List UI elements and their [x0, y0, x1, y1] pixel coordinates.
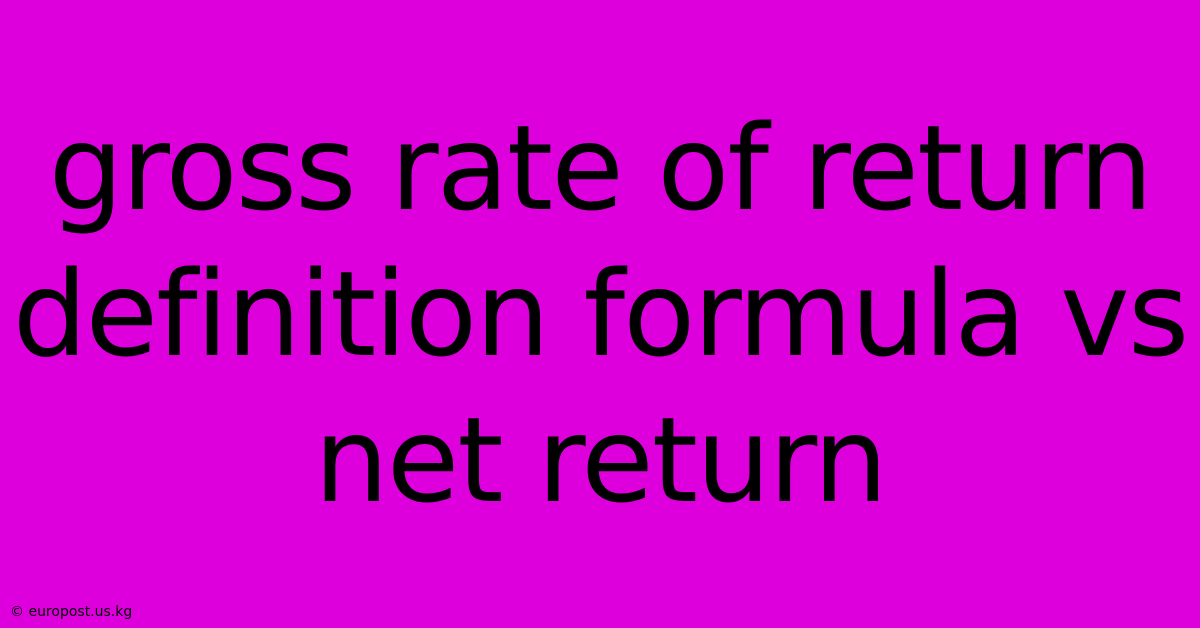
infographic-container: gross rate of return definition formula … [0, 0, 1200, 628]
main-heading: gross rate of return definition formula … [0, 95, 1200, 534]
attribution-text: © europost.us.kg [10, 604, 132, 620]
